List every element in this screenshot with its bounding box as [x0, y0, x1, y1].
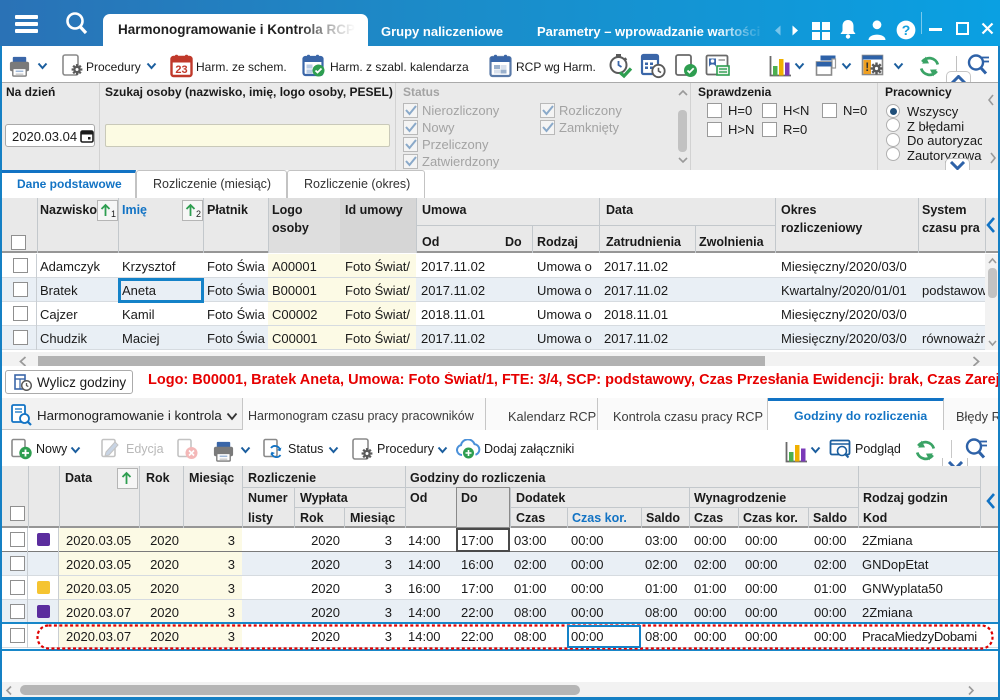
svg-text:23: 23 [175, 64, 187, 76]
svg-text:?: ? [902, 22, 911, 38]
svg-text:!: ! [865, 60, 869, 74]
